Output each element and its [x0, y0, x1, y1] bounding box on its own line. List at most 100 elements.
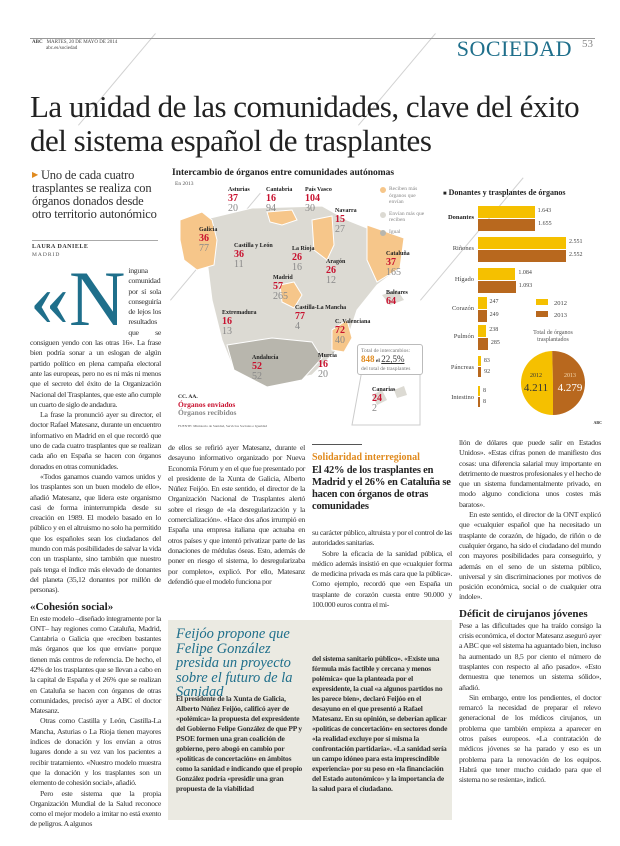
bar-category-label: Pulmón	[453, 333, 474, 340]
map-key: CC. AA. Órganos enviados Órganos recibid…	[178, 393, 236, 417]
bar-2013	[478, 219, 536, 231]
headline: La unidad de las comunidades, clave del …	[30, 89, 580, 158]
pie-title: Total de órganos trasplantados	[533, 330, 573, 343]
bar-value-label: 92	[484, 369, 491, 375]
bar-category-label: Corazón	[451, 305, 474, 312]
region-label-c-valenciana: C. Valenciana 72 40	[335, 319, 371, 346]
map-year: En 2013	[175, 181, 194, 187]
bar-value-label: 285	[490, 340, 500, 346]
bar-value-label: 1.643	[537, 208, 552, 214]
bar-category-label: Riñones	[452, 245, 474, 252]
byline: LAURA DANIELE	[32, 244, 89, 250]
dateline: ABC MARTES, 20 DE MAYO DE 2014 abc.es/soci…	[32, 40, 117, 52]
page-number: 53	[582, 38, 593, 50]
paragraph: llón de dólares que puede salir en Estad…	[459, 438, 601, 509]
key-received: Órganos recibidos	[178, 408, 237, 417]
legend-swatch-2013	[536, 311, 548, 317]
bar-2013	[478, 397, 480, 407]
square-bullet-icon: ■	[443, 191, 447, 197]
pie-value-label: 4.279	[558, 382, 583, 394]
bar-2012	[478, 268, 516, 280]
total-percent: 22,5%	[381, 354, 405, 364]
bar-value-label: 83	[483, 358, 490, 364]
paragraph: Sin embargo, entre los pendientes, el do…	[459, 692, 601, 785]
paragraph: Pero este sistema que la propia Organiza…	[30, 788, 161, 829]
bar-value-label: 1.084	[518, 270, 532, 276]
bar-2012	[478, 356, 481, 366]
paragraph: Otras como Castilla y León, Castilla-La …	[30, 716, 161, 788]
byline-place: MADRID	[32, 252, 61, 258]
date: MARTES, 20 DE MAYO DE 2014	[46, 40, 118, 45]
section-subheading: Déficit de cirujanos jóvenes	[459, 607, 588, 620]
bar-2013	[478, 310, 487, 322]
region-label-cantabria: Cantabria 16 94	[266, 187, 293, 214]
region-label-la-rioja: La Rioja 26 16	[292, 246, 315, 273]
bar-value-label: 2.551	[568, 239, 583, 245]
header-rule	[30, 38, 595, 39]
paragraph: En este sentido, el director de la ONT e…	[459, 510, 601, 602]
section-url: abc.es/sociedad	[46, 46, 78, 51]
bar-2012	[478, 325, 487, 337]
bar-value-label: 249	[489, 312, 499, 318]
bar-value-label: 8	[483, 399, 486, 405]
region-label-galicia: Galicia 36 77	[199, 227, 218, 254]
legend-send: Envían más que reciben	[389, 210, 425, 224]
bar-2012	[478, 237, 566, 249]
dropcap: «N	[30, 255, 126, 342]
region-label-aragon: Aragón 26 12	[326, 259, 346, 286]
bar-2012	[478, 297, 487, 309]
credit-abc: ABC	[593, 420, 602, 425]
bar-value-label: 8	[483, 388, 486, 394]
region-label-cataluna: Cataluña 37 165	[386, 251, 410, 278]
article-column-4: llón de dólares que puede salir en Estad…	[459, 438, 601, 786]
article-column-3: su carácter público, altruista y por el …	[312, 528, 452, 610]
key-sent: Órganos enviados	[178, 400, 236, 409]
paragraph: La frase la pronunció ayer su director, …	[30, 410, 161, 471]
divider	[312, 444, 362, 445]
region-label-andalucia: Andalucía 52 52	[252, 355, 279, 382]
region-murcia	[331, 319, 353, 353]
legend-receive: Reciben más órganos que envían	[389, 186, 418, 205]
region-canarias	[372, 386, 407, 405]
bar-2013	[478, 367, 482, 377]
sidebar-text: El presidente de la Xunta de Galicia, Al…	[176, 694, 303, 793]
region-label-asturias: Asturias 37 20	[228, 187, 250, 214]
legend-2013: 2013	[554, 312, 567, 319]
section-subheading: «Cohesión social»	[30, 600, 114, 613]
sidebar-box	[168, 620, 452, 820]
subheadline-text: Uno de cada cuatro trasplantes se realiz…	[32, 168, 157, 221]
article-column-1: «N inguna comunidad por sí sola consegui…	[30, 255, 161, 830]
region-label-madrid: Madrid 57 265	[273, 275, 293, 302]
paragraph: «Todos ganamos cuando vamos unidos y los…	[30, 471, 161, 595]
divider	[32, 240, 158, 241]
bar-value-label: 238	[489, 327, 499, 333]
bar-2012	[478, 206, 535, 218]
total-suffix: del total de trasplantes	[361, 366, 411, 372]
paragraph: de ellos se refirió ayer Matesanz, duran…	[168, 443, 305, 586]
map-title: Intercambio de órganos entre comunidades…	[172, 168, 395, 178]
total-exchanges-box: Total de intercambios: 848 el 22,5% del …	[357, 344, 423, 375]
region-label-pais-vasco: País Vasco 104 30	[305, 187, 332, 214]
bar-chart-title-text: Donantes y trasplantes de órganos	[448, 188, 566, 197]
region-madrid	[279, 281, 303, 309]
bar-2013	[478, 281, 516, 293]
region-label-castilla-leon: Castilla y León 36 11	[234, 243, 273, 270]
bar-legend: 2012 2013	[536, 298, 567, 322]
bar-value-label: 1.655	[538, 221, 552, 227]
region-galicia	[179, 211, 218, 271]
sidebar-text: del sistema sanitario público». «Existe …	[312, 654, 448, 793]
map-legend: Reciben más órganos que envían Envían má…	[380, 186, 430, 240]
legend-swatch-2012	[536, 299, 548, 305]
legend-equal: Igual	[389, 228, 401, 235]
region-cantabria	[266, 209, 298, 226]
region-navarra	[311, 215, 335, 261]
region-label-baleares: Baleares 64	[386, 290, 408, 307]
region-label-murcia: Murcia 16 20	[318, 353, 337, 380]
region-label-navarra: Navarra 15 27	[335, 208, 357, 235]
bar-2013	[478, 250, 566, 262]
triangle-bullet-icon: ▶	[32, 170, 38, 179]
region-label-canarias: Canarias 24 2	[372, 387, 396, 414]
paragraph: En este modelo –diseñado íntegramente po…	[30, 613, 161, 716]
pie-year-label: 2013	[564, 373, 576, 379]
bar-category-label: Páncreas	[450, 364, 474, 371]
